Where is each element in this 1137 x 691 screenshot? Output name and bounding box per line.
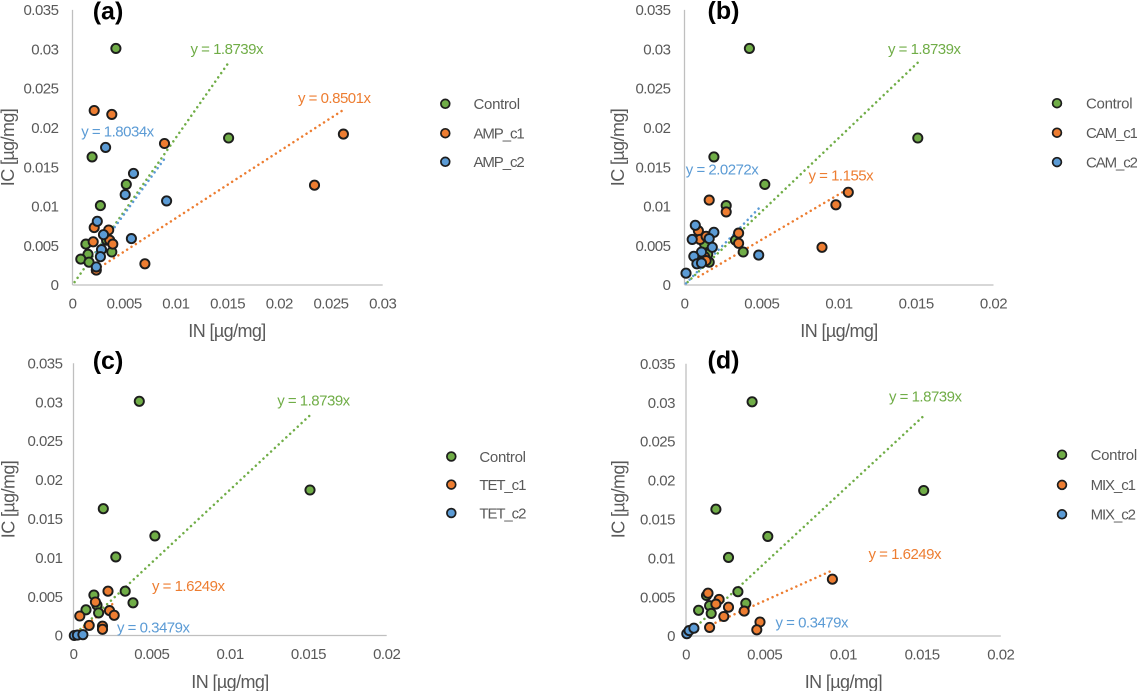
svg-text:0.02: 0.02 bbox=[373, 646, 400, 663]
svg-text:0.005: 0.005 bbox=[744, 296, 779, 313]
svg-text:y = 1.6249x: y = 1.6249x bbox=[152, 578, 225, 595]
svg-text:AMP_c1: AMP_c1 bbox=[474, 126, 525, 143]
svg-text:0.02: 0.02 bbox=[643, 120, 670, 137]
svg-text:0: 0 bbox=[681, 296, 689, 313]
svg-text:IN [µg/mg]: IN [µg/mg] bbox=[800, 321, 877, 341]
svg-text:0.005: 0.005 bbox=[27, 589, 62, 606]
svg-text:0.01: 0.01 bbox=[31, 199, 58, 216]
svg-text:0.02: 0.02 bbox=[35, 472, 62, 489]
svg-text:y = 1.8034x: y = 1.8034x bbox=[81, 123, 154, 140]
svg-text:TET_c2: TET_c2 bbox=[479, 505, 526, 522]
svg-text:IN [µg/mg]: IN [µg/mg] bbox=[805, 672, 882, 691]
svg-text:y = 0.3479x: y = 0.3479x bbox=[117, 619, 190, 636]
svg-text:0: 0 bbox=[682, 647, 690, 664]
svg-text:CAM_c2: CAM_c2 bbox=[1086, 154, 1137, 171]
svg-text:0.005: 0.005 bbox=[107, 296, 142, 313]
svg-text:0.03: 0.03 bbox=[369, 296, 396, 313]
svg-text:0.015: 0.015 bbox=[291, 646, 326, 663]
svg-text:0.01: 0.01 bbox=[825, 296, 852, 313]
svg-text:0.015: 0.015 bbox=[635, 159, 670, 176]
svg-text:0: 0 bbox=[51, 277, 59, 294]
svg-text:0.025: 0.025 bbox=[640, 434, 675, 451]
svg-text:0.035: 0.035 bbox=[635, 2, 670, 19]
svg-text:0.015: 0.015 bbox=[210, 296, 245, 313]
svg-text:0.015: 0.015 bbox=[905, 647, 940, 664]
svg-text:Control: Control bbox=[1086, 96, 1132, 113]
svg-text:IN [µg/mg]: IN [µg/mg] bbox=[188, 321, 265, 341]
svg-text:IN [µg/mg]: IN [µg/mg] bbox=[191, 672, 268, 691]
svg-text:0.01: 0.01 bbox=[216, 646, 243, 663]
svg-text:y = 1.8739x: y = 1.8739x bbox=[888, 41, 961, 58]
svg-text:0.005: 0.005 bbox=[134, 646, 169, 663]
svg-text:0.03: 0.03 bbox=[648, 395, 675, 412]
svg-text:0.02: 0.02 bbox=[266, 296, 293, 313]
svg-text:y = 2.0272x: y = 2.0272x bbox=[686, 162, 759, 179]
svg-text:y = 1.155x: y = 1.155x bbox=[809, 168, 875, 185]
svg-text:(b): (b) bbox=[708, 0, 740, 25]
svg-text:0.015: 0.015 bbox=[23, 159, 58, 176]
svg-text:(c): (c) bbox=[93, 347, 124, 375]
svg-text:0.015: 0.015 bbox=[640, 512, 675, 529]
svg-text:0.02: 0.02 bbox=[31, 120, 58, 137]
svg-text:IC [µg/mg]: IC [µg/mg] bbox=[609, 461, 629, 538]
svg-text:0: 0 bbox=[663, 277, 671, 294]
svg-text:(a): (a) bbox=[93, 0, 124, 25]
svg-text:0.03: 0.03 bbox=[31, 41, 58, 58]
svg-text:y = 1.8739x: y = 1.8739x bbox=[191, 41, 264, 58]
svg-text:y = 1.8739x: y = 1.8739x bbox=[889, 389, 962, 406]
svg-text:0.02: 0.02 bbox=[980, 296, 1007, 313]
svg-text:AMP_c2: AMP_c2 bbox=[474, 154, 525, 171]
svg-text:0.01: 0.01 bbox=[830, 647, 857, 664]
svg-text:0.025: 0.025 bbox=[635, 81, 670, 98]
svg-text:0.025: 0.025 bbox=[313, 296, 348, 313]
svg-text:0.02: 0.02 bbox=[648, 473, 675, 490]
svg-text:0.01: 0.01 bbox=[35, 550, 62, 567]
svg-text:0.01: 0.01 bbox=[648, 550, 675, 567]
svg-text:0.03: 0.03 bbox=[643, 41, 670, 58]
svg-text:MIX_c2: MIX_c2 bbox=[1091, 507, 1136, 524]
svg-text:Control: Control bbox=[479, 449, 525, 466]
svg-text:0.025: 0.025 bbox=[23, 81, 58, 98]
svg-text:0: 0 bbox=[667, 628, 675, 645]
svg-text:0.005: 0.005 bbox=[640, 589, 675, 606]
svg-text:Control: Control bbox=[1091, 447, 1137, 464]
svg-text:IC [µg/mg]: IC [µg/mg] bbox=[0, 109, 18, 186]
svg-text:0.025: 0.025 bbox=[27, 433, 62, 450]
svg-text:0: 0 bbox=[70, 646, 78, 663]
svg-text:(d): (d) bbox=[708, 347, 740, 375]
svg-text:0.015: 0.015 bbox=[899, 296, 934, 313]
svg-text:0.03: 0.03 bbox=[35, 394, 62, 411]
svg-text:IC [µg/mg]: IC [µg/mg] bbox=[608, 109, 628, 186]
svg-text:0.02: 0.02 bbox=[987, 647, 1014, 664]
svg-text:0.035: 0.035 bbox=[27, 355, 62, 372]
svg-text:0.015: 0.015 bbox=[27, 511, 62, 528]
svg-text:CAM_c1: CAM_c1 bbox=[1086, 125, 1137, 142]
svg-text:y = 0.8501x: y = 0.8501x bbox=[298, 90, 371, 107]
svg-text:MIX_c1: MIX_c1 bbox=[1091, 477, 1136, 494]
svg-text:0: 0 bbox=[55, 628, 63, 645]
svg-text:0.035: 0.035 bbox=[23, 2, 58, 19]
svg-text:0.01: 0.01 bbox=[643, 199, 670, 216]
svg-text:0.005: 0.005 bbox=[23, 238, 58, 255]
svg-text:IC [µg/mg]: IC [µg/mg] bbox=[0, 461, 19, 538]
svg-text:y = 1.8739x: y = 1.8739x bbox=[277, 392, 350, 409]
svg-text:TET_c1: TET_c1 bbox=[479, 477, 526, 494]
svg-text:Control: Control bbox=[474, 96, 520, 113]
svg-text:y = 1.6249x: y = 1.6249x bbox=[869, 546, 942, 563]
svg-text:0.035: 0.035 bbox=[640, 356, 675, 373]
svg-text:0.005: 0.005 bbox=[635, 238, 670, 255]
svg-text:y = 0.3479x: y = 0.3479x bbox=[776, 614, 849, 631]
svg-text:0.01: 0.01 bbox=[162, 296, 189, 313]
svg-text:0: 0 bbox=[69, 296, 77, 313]
svg-text:0.005: 0.005 bbox=[747, 647, 782, 664]
